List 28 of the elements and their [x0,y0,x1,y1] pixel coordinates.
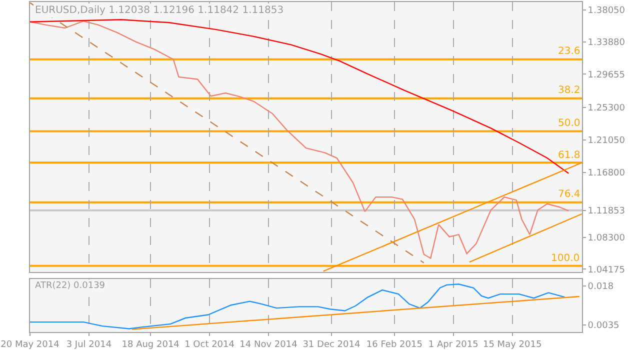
x-tick-label: 16 Feb 2015 [366,340,422,350]
x-tick-label: 1 Oct 2014 [184,340,235,350]
x-tick-label: 31 Dec 2014 [302,340,360,350]
y-tick-label: 1.16800 [588,168,626,179]
annotation: 50.0 [558,118,580,129]
x-tick-label: 18 Aug 2014 [122,340,180,350]
y-tick-label: 1.04175 [588,265,626,276]
y-tick-label: 1.21050 [588,136,626,146]
annotation: 100.0 [551,253,580,264]
x-tick-label: 3 Jul 2014 [66,340,112,350]
y-tick-label: 1.38050 [588,6,626,16]
chart-title: EURUSD,Daily 1.12038 1.12196 1.11842 1.11853 [35,5,284,16]
x-tick-label: 1 Apr 2015 [428,340,478,350]
annotation: 23.6 [558,46,580,57]
y-tick-label: 0.018 [588,282,614,292]
x-tick-label: 20 May 2014 [0,340,60,350]
y-tick-label: 0.0035 [588,321,620,332]
chart-title: ATR(22) 0.0139 [35,281,106,291]
annotation: 76.4 [558,189,580,200]
y-tick-label: 1.11853 [588,206,626,217]
annotation: 38.2 [558,85,580,96]
y-tick-label: 1.33880 [588,38,626,48]
y-tick-label: 1.25300 [588,104,626,114]
y-tick-label: 1.08300 [588,234,626,244]
annotation: 61.8 [558,150,580,161]
x-tick-label: 15 May 2015 [482,340,542,350]
y-tick-label: 1.29655 [588,70,626,80]
x-tick-label: 14 Nov 2014 [240,340,298,350]
